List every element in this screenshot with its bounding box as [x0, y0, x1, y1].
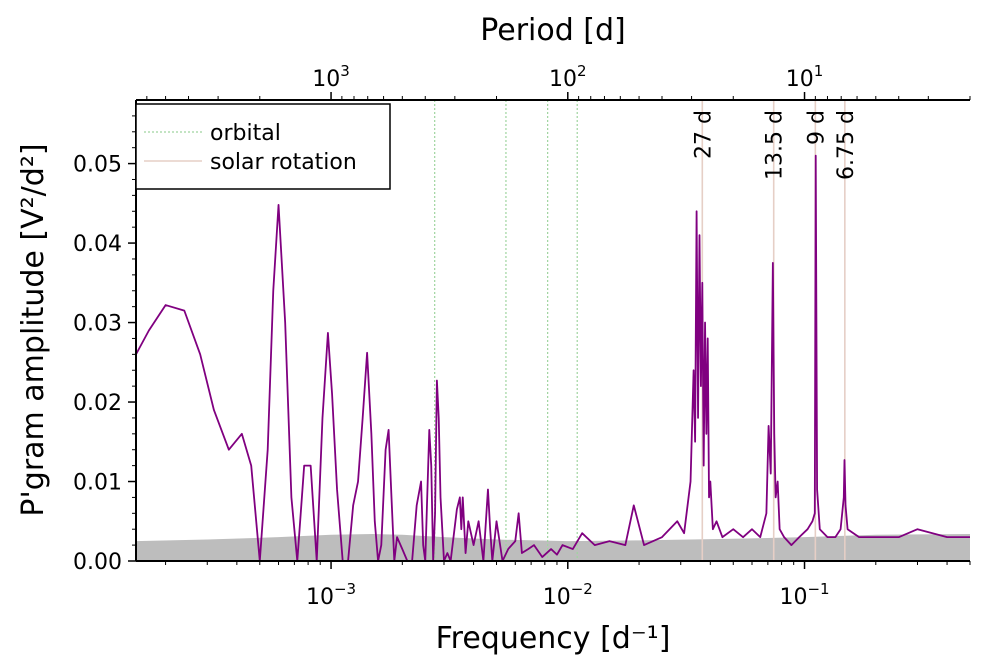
top-axis-title: Period [d] — [480, 13, 626, 48]
orbital-lines-layer — [434, 100, 578, 561]
y-tick-label-5: 0.05 — [73, 153, 122, 178]
y-tick-label-0: 0.00 — [73, 550, 122, 575]
solar-rotation-label-1: 13.5 d — [763, 110, 788, 180]
legend-solar-rotation-label: solar rotation — [210, 150, 357, 175]
y-tick-label-4: 0.04 — [73, 232, 122, 257]
legend: orbital solar rotation — [135, 103, 391, 190]
y-tick-label-3: 0.03 — [73, 312, 122, 337]
legend-box — [135, 103, 391, 190]
solar-rotation-label-3: 6.75 d — [834, 110, 859, 180]
x-tick-label-0: 10−3 — [306, 580, 356, 610]
solar-rotation-label-0: 27 d — [691, 110, 716, 159]
top-tick-label-0: 103 — [312, 62, 350, 92]
y-tick-label-2: 0.02 — [73, 391, 122, 416]
periodogram-line — [136, 154, 970, 561]
periodogram-series-layer — [136, 154, 970, 561]
axes-layer: 0.00 0.01 0.02 0.03 0.04 0.05 10−3 10−2 10−1 103 1… — [73, 62, 971, 610]
x-tick-label-1: 10−2 — [543, 580, 593, 610]
y-axis-title: P'gram amplitude [V²/d²] — [16, 143, 51, 516]
x-tick-label-2: 10−1 — [779, 580, 829, 610]
top-tick-label-1: 102 — [549, 62, 587, 92]
noise-area-layer — [136, 533, 970, 561]
top-tick-label-2: 101 — [786, 62, 824, 92]
solar-rotation-label-2: 9 d — [804, 110, 829, 145]
x-axis-title: Frequency [d⁻¹] — [436, 621, 671, 656]
noise-level-area — [136, 533, 970, 561]
y-tick-label-1: 0.01 — [73, 471, 122, 496]
legend-orbital-label: orbital — [210, 121, 281, 146]
